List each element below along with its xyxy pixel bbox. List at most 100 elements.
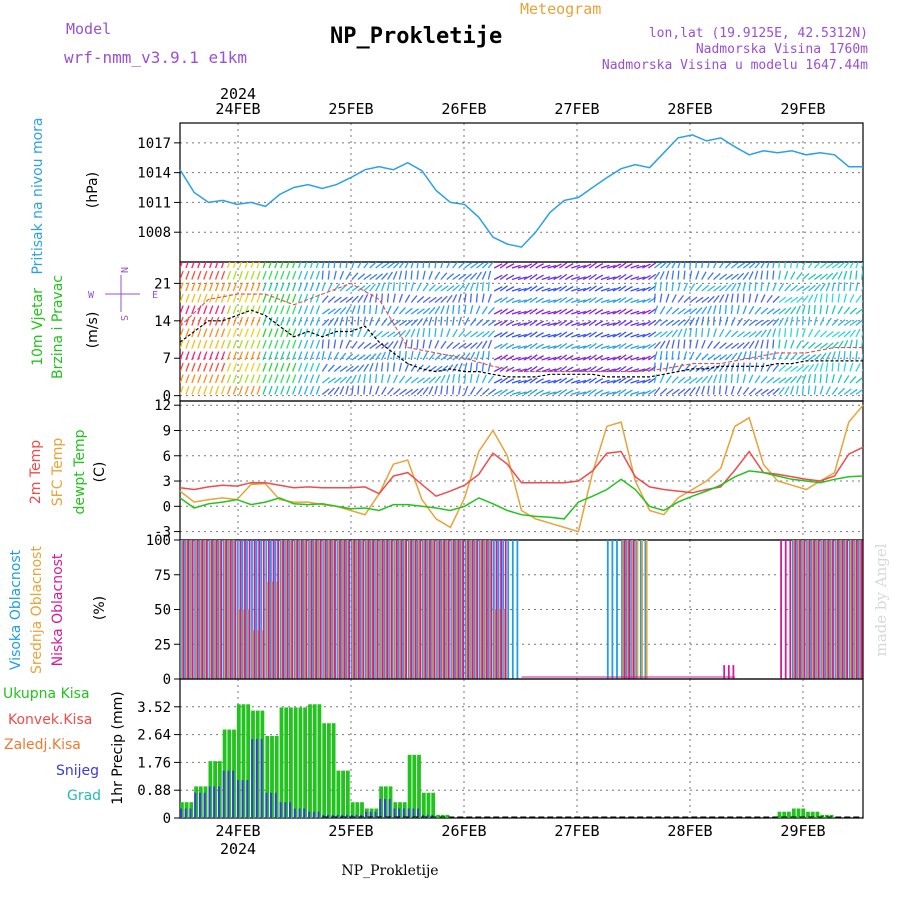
- precip-total-bar: [274, 735, 279, 818]
- cloud-high-bar: [606, 540, 609, 679]
- wind-barb: [197, 293, 202, 303]
- wind-barb: [499, 354, 508, 361]
- wind-barb: [351, 295, 359, 303]
- wind-barb: [523, 332, 533, 338]
- wind-barb: [802, 364, 810, 372]
- wind-barb: [292, 282, 297, 292]
- wind-barb: [636, 379, 646, 384]
- precip-snow-bar: [274, 792, 277, 818]
- wind-barb: [410, 308, 419, 315]
- wind-barb: [180, 362, 184, 372]
- temp-label-sfc: SFC Temp: [50, 438, 66, 507]
- wind-barb: [630, 310, 640, 315]
- wind-barb: [297, 262, 302, 269]
- wind-barb: [553, 366, 562, 373]
- wind-barb: [203, 374, 208, 384]
- wind-barb: [209, 362, 214, 372]
- wind-barb: [180, 262, 183, 269]
- wind-barb: [653, 305, 659, 315]
- wind-barb: [642, 355, 651, 361]
- wind-barb: [523, 274, 533, 281]
- wind-barb: [262, 270, 267, 280]
- wind-barb: [772, 270, 775, 280]
- precip-snow-bar: [417, 808, 420, 818]
- wind-barb: [203, 339, 208, 349]
- wind-barb: [333, 262, 336, 269]
- wind-barb: [256, 362, 261, 372]
- wind-barb: [487, 281, 490, 292]
- precip-total-bar: [431, 792, 436, 818]
- ytick-label: 100: [146, 533, 171, 549]
- cloud-low-bar: [381, 540, 384, 679]
- cloud-high-bar: [312, 540, 315, 679]
- wind-barb: [458, 283, 465, 292]
- wind-barb: [315, 328, 321, 338]
- wind-barb: [724, 385, 728, 395]
- wind-barb: [535, 286, 544, 292]
- wind-barb: [801, 305, 806, 315]
- wind-barb: [274, 262, 278, 269]
- wind-barb: [232, 293, 238, 303]
- cloud-high-bar: [189, 540, 191, 679]
- cloud-low-bar: [467, 540, 469, 679]
- wind-barb: [232, 374, 238, 384]
- wind-barb: [760, 270, 764, 280]
- cloud-high-bar: [455, 540, 457, 679]
- wind-barb: [481, 330, 490, 338]
- wind-barb: [315, 385, 321, 395]
- wind-barb: [642, 332, 651, 338]
- wind-barb: [724, 304, 727, 315]
- cloud-high-bar: [194, 540, 196, 679]
- wind-barb: [315, 339, 321, 349]
- ytick-label: 75: [154, 568, 171, 584]
- wind-barb: [624, 297, 633, 304]
- wind-barb: [434, 271, 441, 280]
- wind-barb: [446, 316, 449, 326]
- wind-barb: [511, 379, 521, 384]
- wind-barb: [588, 308, 597, 315]
- wind-barb: [677, 328, 683, 338]
- wind-barb: [469, 362, 473, 372]
- ytick-label: 1014: [137, 166, 171, 182]
- precip-total-bar: [412, 754, 417, 818]
- wind-barb: [523, 378, 533, 384]
- wind-barb: [238, 351, 243, 361]
- wind-barb: [801, 374, 807, 384]
- precip-snow-bar: [421, 814, 424, 818]
- wind-barb: [286, 339, 291, 349]
- cloud-high-bar: [824, 540, 827, 679]
- wind-barb: [790, 353, 798, 361]
- wind-barb: [375, 352, 382, 361]
- compass-s: S: [118, 315, 129, 321]
- wind-barb: [594, 297, 604, 304]
- wind-barb: [648, 285, 657, 292]
- wind-barb: [807, 374, 812, 384]
- wind-barb: [813, 353, 822, 361]
- wind-barb: [339, 327, 342, 338]
- wind-barb: [214, 351, 220, 361]
- wind-barb: [333, 307, 342, 315]
- cloud-high-bar: [820, 540, 823, 679]
- wind-barb: [226, 328, 232, 338]
- wind-barb: [742, 282, 746, 292]
- wind-barb: [541, 287, 551, 292]
- wind-barb: [754, 362, 758, 372]
- wind-barb: [571, 276, 581, 281]
- wind-barb: [541, 356, 551, 361]
- wind-barb: [766, 319, 775, 326]
- wind-barb: [487, 319, 497, 327]
- wind-barb: [618, 342, 627, 350]
- wind-barb: [577, 368, 587, 373]
- wind-barb: [571, 379, 581, 384]
- wind-barb: [701, 316, 705, 326]
- cloud-low-bar: [215, 540, 218, 679]
- wind-barb: [784, 296, 793, 304]
- wind-barb: [624, 262, 633, 269]
- wind-barb: [309, 316, 315, 326]
- wind-barb: [321, 388, 330, 396]
- wind-barb: [357, 262, 362, 269]
- wind-barb: [600, 287, 610, 292]
- wind-barb: [707, 385, 710, 395]
- wind-barb: [701, 327, 704, 338]
